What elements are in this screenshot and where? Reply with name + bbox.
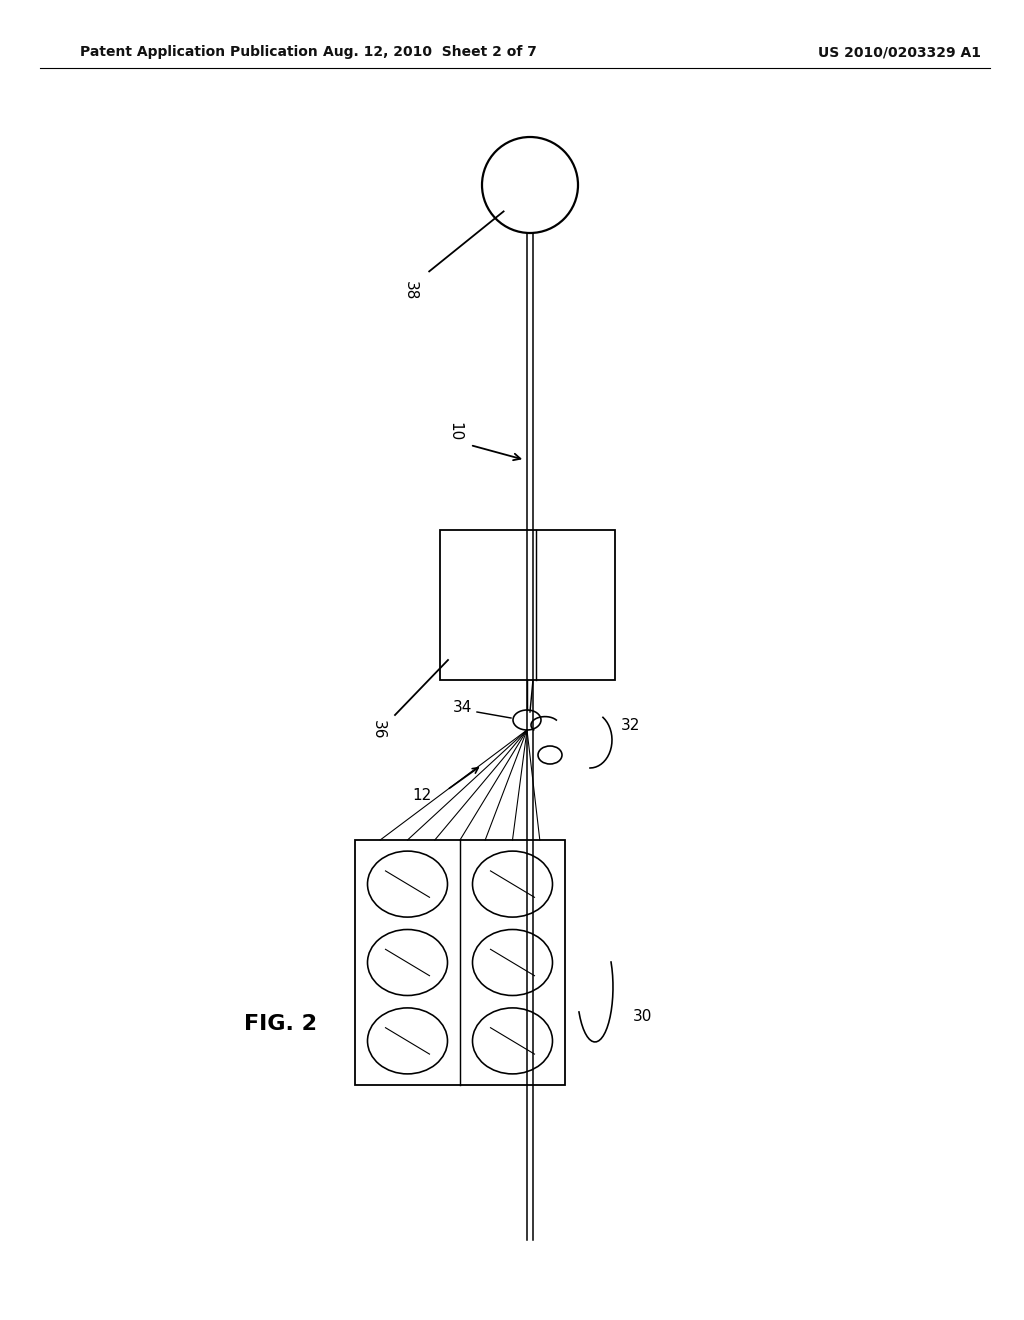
Bar — [355, 840, 565, 1085]
Text: Aug. 12, 2010  Sheet 2 of 7: Aug. 12, 2010 Sheet 2 of 7 — [323, 45, 537, 59]
Text: 36: 36 — [371, 721, 385, 739]
Text: FIG. 2: FIG. 2 — [244, 1014, 316, 1034]
Text: 10: 10 — [447, 422, 463, 442]
Text: 38: 38 — [402, 281, 418, 300]
Text: 12: 12 — [413, 788, 432, 803]
Text: Patent Application Publication: Patent Application Publication — [80, 45, 317, 59]
Text: 34: 34 — [453, 701, 472, 715]
Bar — [440, 531, 615, 680]
Text: US 2010/0203329 A1: US 2010/0203329 A1 — [818, 45, 981, 59]
Text: 32: 32 — [621, 718, 640, 733]
Text: 30: 30 — [633, 1008, 652, 1024]
